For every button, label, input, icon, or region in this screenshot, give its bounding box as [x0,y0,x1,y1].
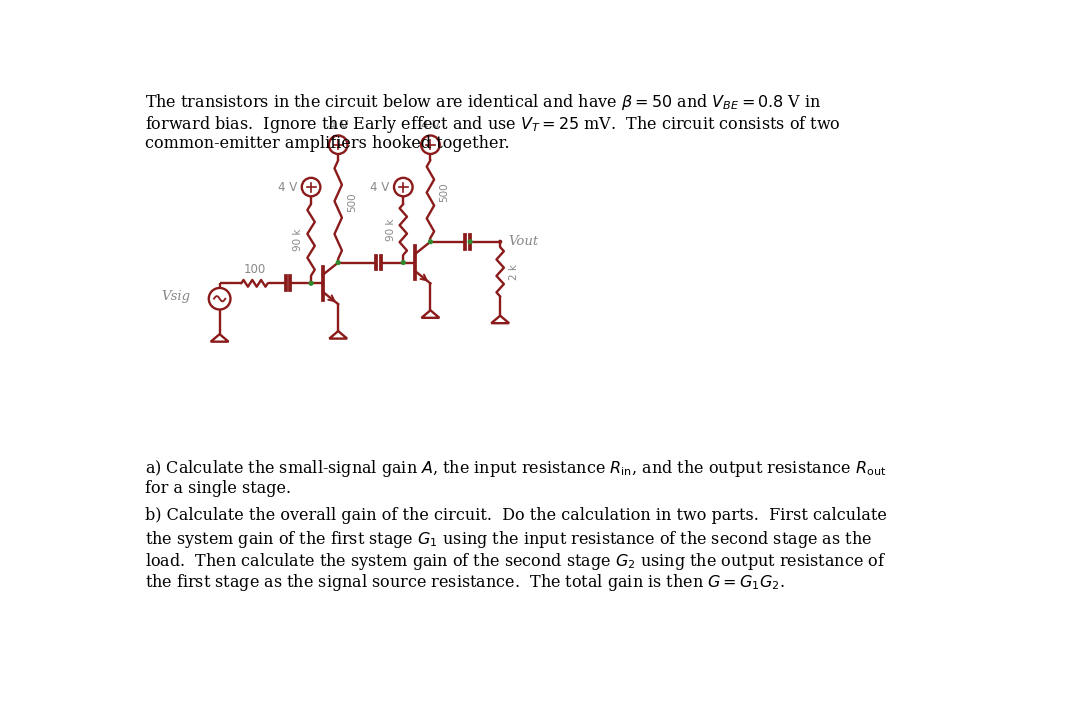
Text: Vout: Vout [507,235,539,248]
Text: 4 V: 4 V [277,181,297,194]
Text: load.  Then calculate the system gain of the second stage $G_2$ using the output: load. Then calculate the system gain of … [145,550,887,572]
Circle shape [429,240,432,244]
Text: for a single stage.: for a single stage. [145,480,291,497]
Text: a) Calculate the small-signal gain $A$, the input resistance $R_{\rm in}$, and t: a) Calculate the small-signal gain $A$, … [145,458,887,479]
Text: 100: 100 [243,263,266,276]
Text: The transistors in the circuit below are identical and have $\beta = 50$ and $V_: The transistors in the circuit below are… [145,92,821,112]
Text: the first stage as the signal source resistance.  The total gain is then $G = G_: the first stage as the signal source res… [145,572,785,594]
Text: 4 V: 4 V [370,181,389,194]
Text: 2 k: 2 k [508,263,519,280]
Text: common-emitter amplifiers hooked together.: common-emitter amplifiers hooked togethe… [145,135,510,152]
Text: 4 V: 4 V [420,119,440,132]
Text: b) Calculate the overall gain of the circuit.  Do the calculation in two parts. : b) Calculate the overall gain of the cir… [145,507,887,523]
Circle shape [499,241,502,243]
Circle shape [401,261,405,264]
Text: 4 V: 4 V [329,119,348,132]
Text: 90 k: 90 k [386,218,396,241]
Text: Vsig: Vsig [161,290,190,303]
Text: the system gain of the first stage $G_1$ using the input resistance of the secon: the system gain of the first stage $G_1$… [145,528,872,550]
Circle shape [336,261,340,264]
Circle shape [310,281,313,286]
Circle shape [469,240,472,244]
Text: 500: 500 [439,182,449,202]
Text: 500: 500 [347,193,357,212]
Text: forward bias.  Ignore the Early effect and use $V_T = 25$ mV.  The circuit consi: forward bias. Ignore the Early effect an… [145,113,841,135]
Text: 90 k: 90 k [293,229,303,251]
